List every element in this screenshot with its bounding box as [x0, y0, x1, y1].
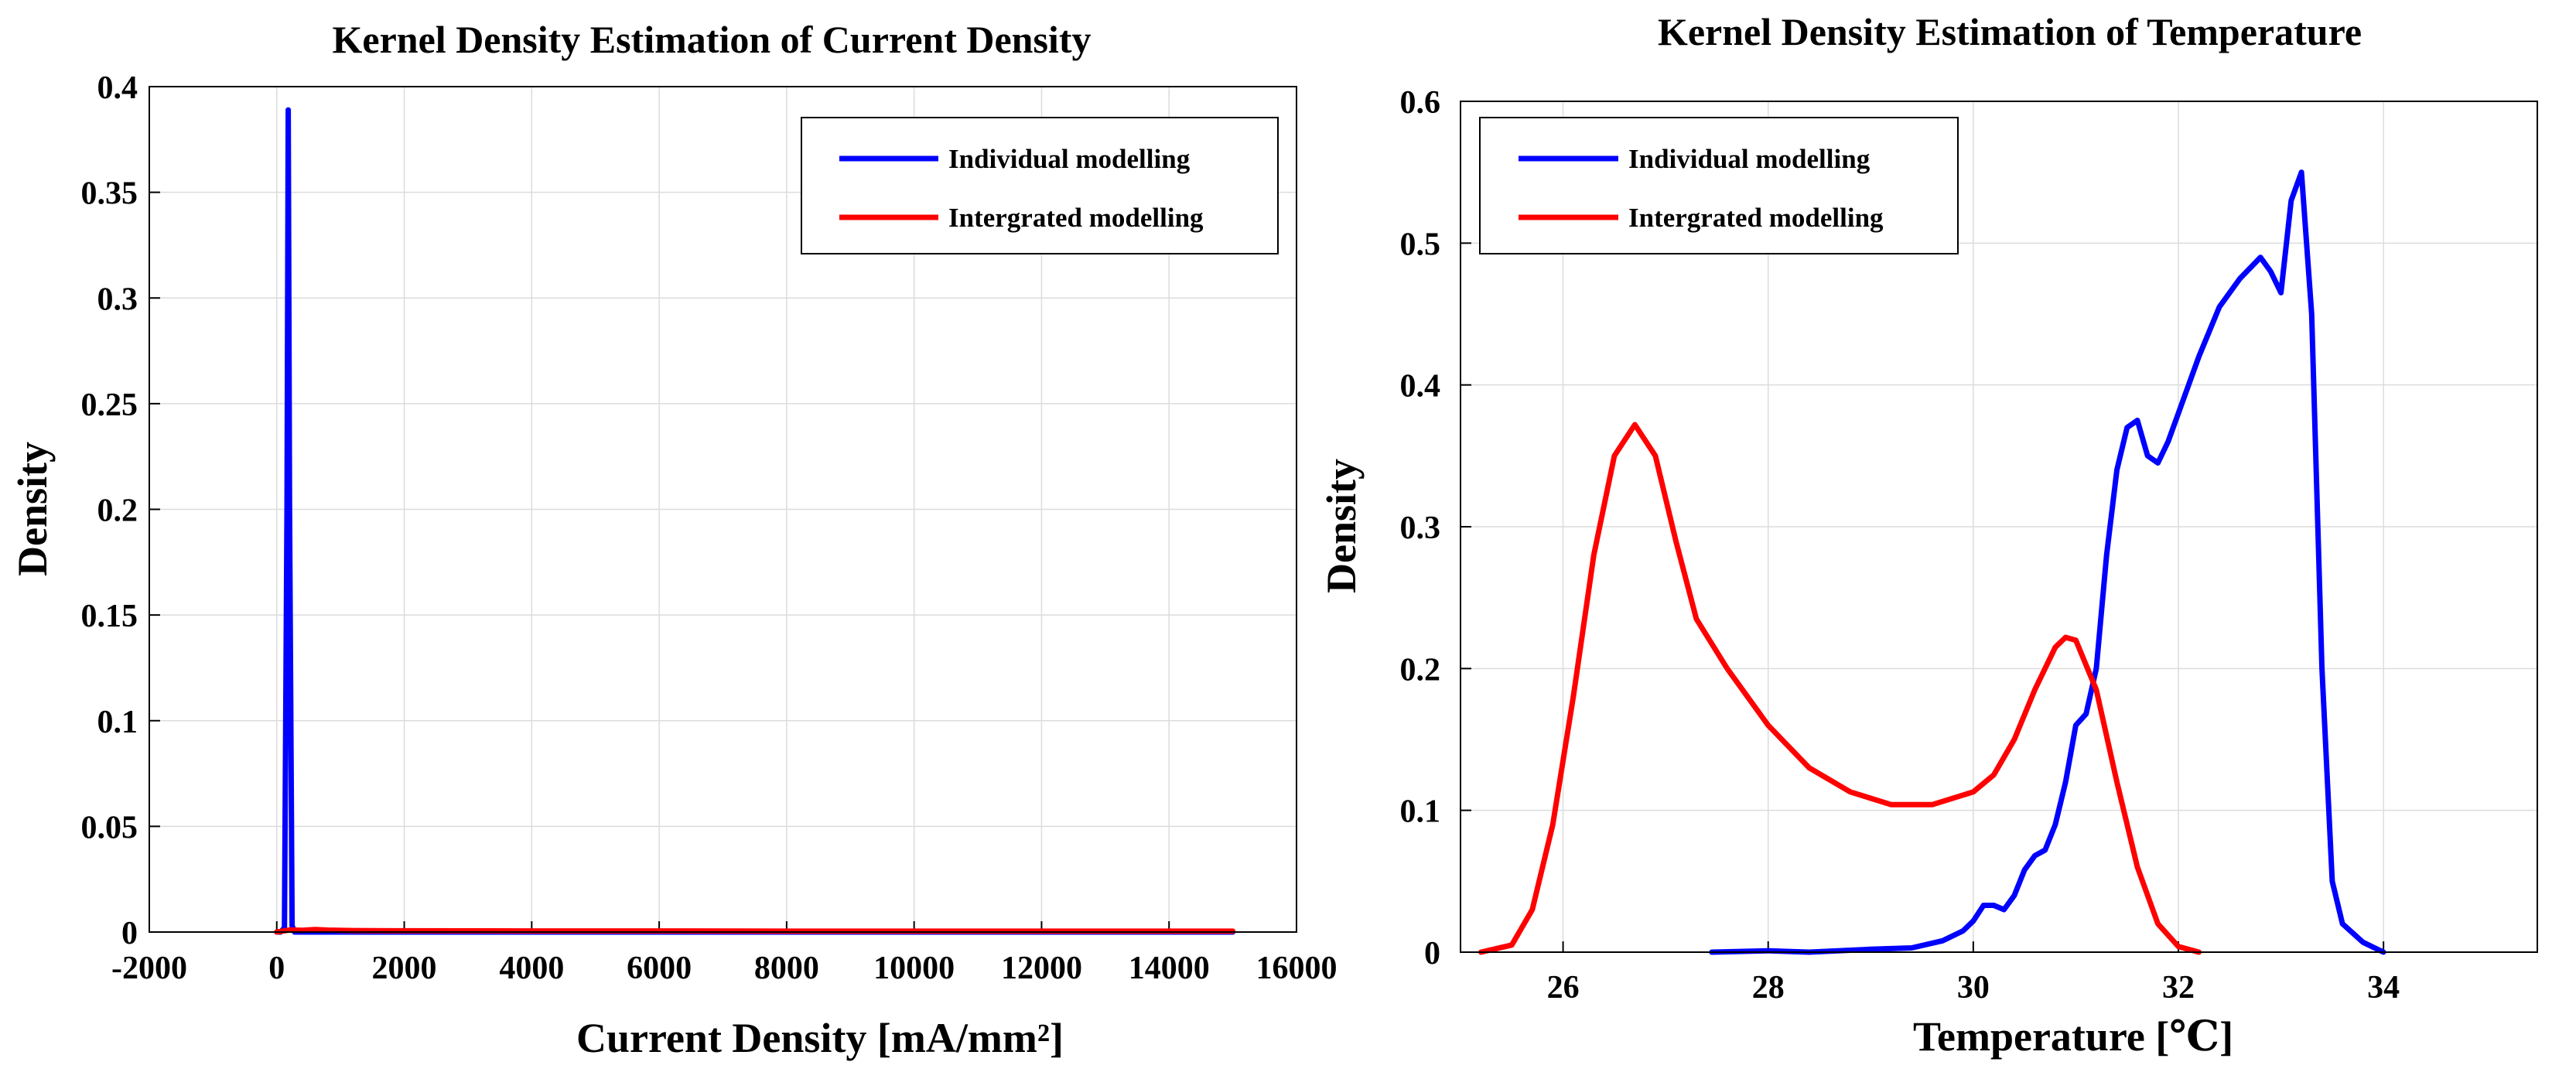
y-tick-label: 0.2 — [1400, 652, 1441, 688]
axis-ticks: -2000 0 2000 4000 6000 8000 10000 12000 14000 160… — [81, 70, 1338, 986]
x-axis-label: Current Density [mA/mm²] — [576, 1015, 1064, 1061]
y-tick-label: 0.6 — [1400, 85, 1441, 121]
y-tick-label: 0.5 — [1400, 227, 1441, 262]
series-line-integrated — [274, 927, 1236, 935]
x-tick-label: 8000 — [754, 951, 819, 986]
legend-label-individual: Individual modelling — [1628, 144, 1871, 174]
x-tick-label: 0 — [268, 951, 285, 986]
plot-frame — [1460, 101, 2538, 953]
y-tick-label: 0.4 — [1400, 369, 1441, 405]
x-tick-label: -2000 — [111, 951, 187, 986]
x-tick-label: 28 — [1752, 970, 1785, 1006]
y-tick-label: 0.2 — [97, 493, 138, 529]
y-tick-label: 0.1 — [1400, 794, 1441, 830]
x-tick-label: 10000 — [873, 951, 955, 986]
y-tick-label: 0.3 — [97, 282, 138, 317]
x-tick-label: 2000 — [372, 951, 437, 986]
y-tick-label: 0.1 — [97, 705, 138, 740]
y-tick-label: 0.25 — [81, 388, 138, 423]
legend-box — [801, 117, 1279, 254]
current-density-chart: Kernel Density Estimation of Current Den… — [9, 18, 1338, 1061]
y-axis-label: Density — [9, 442, 56, 576]
y-tick-label: 0.15 — [81, 599, 138, 634]
axis-ticks: 26 28 30 32 34 0 0.1 0.2 0.3 0.4 0.5 0.6 — [1400, 85, 2400, 1006]
y-tick-label: 0.3 — [1400, 510, 1441, 546]
y-axis-label: Density — [1318, 459, 1365, 593]
x-tick-label: 4000 — [499, 951, 564, 986]
series-line-integrated — [1478, 422, 2202, 955]
legend: Individual modelling Intergrated modelli… — [1479, 117, 1959, 254]
temperature-chart: Kernel Density Estimation of Temperature… — [1318, 10, 2538, 1060]
y-tick-label: 0 — [1424, 936, 1440, 971]
legend-box — [1479, 117, 1959, 254]
y-tick-label: 0 — [121, 916, 138, 951]
series-line-individual — [1709, 169, 2386, 955]
chart-title: Kernel Density Estimation of Temperature — [1658, 10, 2362, 53]
legend: Individual modelling Intergrated modelli… — [801, 117, 1279, 254]
x-tick-label: 14000 — [1129, 951, 1210, 986]
x-tick-label: 32 — [2162, 970, 2195, 1006]
x-tick-label: 16000 — [1256, 951, 1338, 986]
x-axis-label: Temperature [℃] — [1913, 1013, 2233, 1060]
x-tick-label: 12000 — [1001, 951, 1082, 986]
y-tick-label: 0.4 — [97, 70, 138, 106]
series-group — [1478, 169, 2386, 955]
y-tick-label: 0.05 — [81, 810, 138, 845]
x-tick-label: 6000 — [627, 951, 692, 986]
chart-title: Kernel Density Estimation of Current Den… — [333, 18, 1092, 61]
x-tick-label: 30 — [1957, 970, 1990, 1006]
legend-label-integrated: Intergrated modelling — [948, 203, 1204, 233]
plot-frame — [149, 86, 1297, 933]
legend-label-individual: Individual modelling — [948, 144, 1191, 174]
x-tick-label: 26 — [1547, 970, 1580, 1006]
x-tick-label: 34 — [2367, 970, 2400, 1006]
y-tick-label: 0.35 — [81, 176, 138, 212]
legend-label-integrated: Intergrated modelling — [1628, 203, 1884, 233]
